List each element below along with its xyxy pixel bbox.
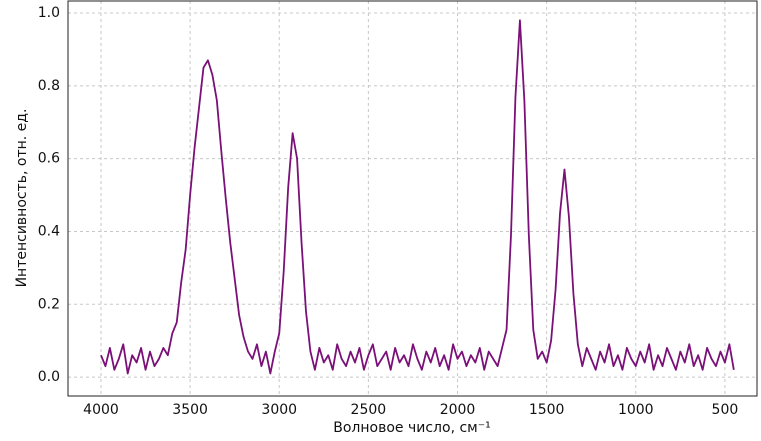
x-tick-label: 3500 — [172, 402, 208, 418]
x-tick-label: 2000 — [440, 402, 476, 418]
x-tick-label: 500 — [712, 402, 739, 418]
x-axis-label: Волновое число, см⁻¹ — [333, 420, 490, 436]
y-tick-label: 0.8 — [38, 78, 60, 94]
y-tick-label: 0.4 — [38, 223, 60, 239]
y-tick-label: 0.2 — [38, 296, 60, 312]
x-tick-label: 1500 — [529, 402, 565, 418]
x-tick-label: 2500 — [351, 402, 387, 418]
plot-frame — [67, 0, 758, 397]
y-tick-label: 1.0 — [38, 5, 60, 21]
y-axis-label: Интенсивность, отн. ед. — [14, 109, 30, 288]
x-tick-label: 3000 — [261, 402, 297, 418]
spectrum-line — [100, 19, 735, 375]
x-tick-label: 4000 — [83, 402, 119, 418]
y-tick-label: 0.0 — [38, 369, 60, 385]
y-tick-label: 0.6 — [38, 151, 60, 167]
x-tick-label: 1000 — [618, 402, 654, 418]
